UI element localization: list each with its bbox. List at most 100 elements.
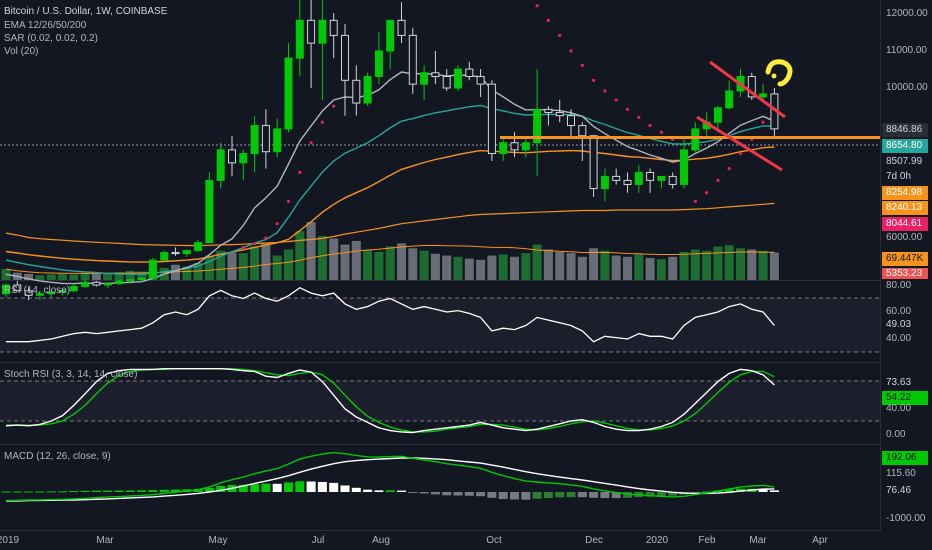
candle-body (363, 76, 372, 104)
candle-body (103, 283, 112, 286)
macd-tick: 115.60 (886, 468, 916, 479)
candle-body (408, 34, 417, 85)
macd-histogram-bar (690, 492, 700, 493)
macd-histogram-bar (397, 490, 406, 492)
stoch-k-tag: 73.63 (882, 376, 928, 390)
candle-body (250, 125, 259, 155)
volume-bar (668, 256, 678, 280)
macd-histogram-bar (532, 492, 542, 499)
candle-body (69, 285, 78, 292)
volume-bar (736, 248, 745, 280)
sar-dot (253, 241, 257, 246)
macd-histogram-bar (566, 492, 576, 498)
sar-dot (614, 98, 618, 102)
volume-bar (80, 273, 90, 280)
macd-histogram-bar (329, 482, 339, 492)
price-tag: 8254.98 (882, 186, 928, 200)
candle-body (567, 115, 575, 127)
volume-bar (634, 254, 644, 280)
stoch-band (0, 381, 880, 421)
candle-body (47, 291, 56, 295)
stoch-k-line (5, 368, 775, 434)
price-tag: 5353.23 (882, 268, 928, 279)
candle-body (284, 57, 293, 130)
volume-bar (69, 274, 79, 280)
volume-bar (645, 258, 655, 280)
sar-dot (558, 33, 562, 38)
stoch-tick: 0.00 (886, 429, 906, 440)
price-tick: 6000.00 (886, 232, 923, 243)
volume-legend[interactable]: Vol (20) (4, 46, 39, 57)
rsi-legend[interactable]: RSI (14, close) (4, 285, 71, 296)
countdown-tag: 7d 0h (882, 170, 928, 184)
volume-bar (272, 255, 282, 280)
candle-body (691, 128, 700, 151)
candle-body (657, 175, 666, 181)
wedge-upper-line (709, 60, 786, 119)
volume-bar (566, 253, 576, 280)
sar-dot (592, 78, 596, 82)
macd-histogram-bar (24, 491, 34, 493)
macd-histogram-bar (46, 491, 56, 493)
candles-layer (2, 0, 779, 300)
ema-legend[interactable]: EMA 12/26/50/200 (4, 20, 87, 31)
macd-histogram-bar (103, 490, 113, 492)
volume-bar (510, 256, 519, 280)
volume-bar (555, 251, 565, 280)
candle-body (600, 175, 609, 190)
price-pane[interactable] (0, 0, 880, 280)
volume-bar (91, 273, 101, 280)
drawings-layer (500, 59, 880, 172)
candle-body (374, 50, 383, 78)
wedge-lower-line (696, 115, 783, 172)
candle-body (2, 284, 10, 295)
time-tick: Apr (812, 535, 828, 546)
rsi-tick: 60.00 (886, 306, 912, 317)
macd-histogram-bar (340, 485, 350, 492)
sar-dot (716, 178, 720, 183)
sar-dot (727, 166, 731, 171)
candle-body (273, 128, 282, 153)
stoch-legend[interactable]: Stoch RSI (3, 3, 14, 14, close) (4, 369, 138, 380)
macd-signal-tag: 76.46 (882, 484, 928, 498)
candle-body (352, 79, 361, 104)
volume-bar (724, 245, 734, 280)
candle-body (397, 19, 406, 36)
volume-bar (464, 258, 474, 280)
time-tick: Dec (585, 535, 603, 546)
candle-body (747, 76, 756, 98)
macd-tag: 192.06 (882, 451, 928, 465)
volume-bar (103, 272, 113, 280)
sar-dot (693, 199, 697, 203)
sar-dot (738, 151, 743, 156)
candle-body (228, 149, 236, 164)
volume-bar (769, 252, 779, 280)
macd-histogram-bar (261, 483, 271, 492)
candle-body (35, 293, 44, 296)
volume-bar (24, 273, 34, 280)
sar-legend[interactable]: SAR (0.02, 0.02, 0.2) (4, 33, 98, 44)
candle-body (92, 281, 101, 286)
macd-histogram-bar (476, 492, 486, 497)
price-tag: 8507.99 (882, 155, 928, 169)
macd-histogram-bar (577, 492, 587, 498)
macd-histogram-bar (91, 490, 101, 492)
volume-bar (532, 244, 542, 280)
macd-legend[interactable]: MACD (12, 26, close, 9) (4, 451, 111, 462)
volume-bar (419, 250, 429, 280)
candle-body (612, 175, 621, 181)
stoch-layer (5, 368, 775, 434)
price-tag: 8654.80 (882, 139, 928, 153)
macd-histogram-bar (521, 492, 531, 500)
candle-body (431, 72, 440, 78)
candle-body (623, 179, 632, 185)
candle-body (420, 72, 429, 85)
volume-bar (543, 249, 553, 280)
candle-body (160, 252, 169, 261)
volume-bar (35, 275, 45, 280)
volume-bar (182, 266, 192, 280)
volume-bar (374, 251, 384, 280)
volume-bar (589, 248, 599, 280)
sar-layer (241, 4, 777, 250)
